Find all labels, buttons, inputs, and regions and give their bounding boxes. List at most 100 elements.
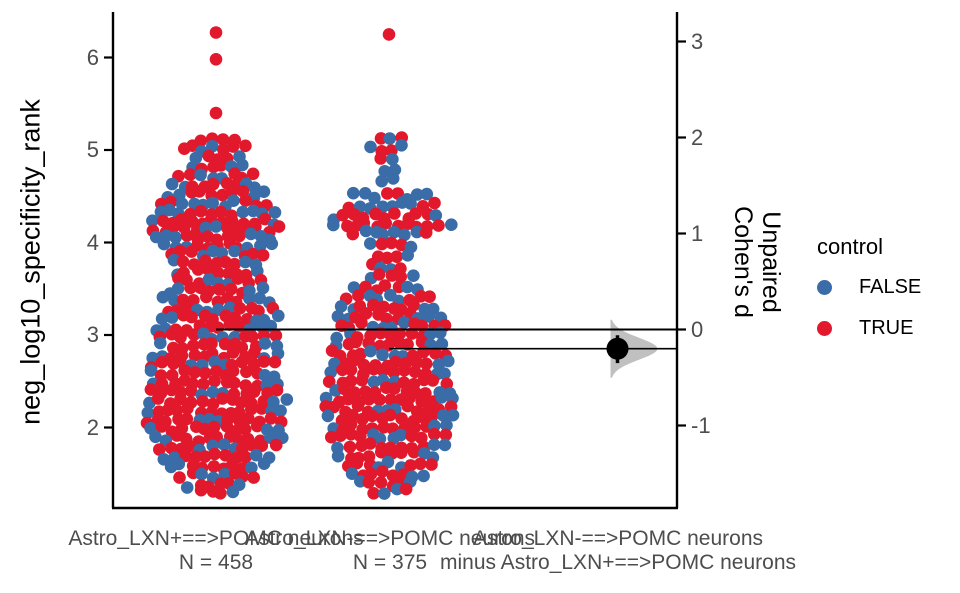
swarm-point <box>346 227 360 241</box>
swarm-point <box>188 349 202 362</box>
swarm-point <box>373 393 386 407</box>
swarm-point <box>228 257 241 271</box>
swarm-point <box>245 438 258 452</box>
swarm-point <box>191 263 205 276</box>
swarm-point <box>356 412 369 426</box>
swarm-point <box>382 28 396 41</box>
legend-item-false: FALSE <box>817 276 921 299</box>
swarm-point <box>424 327 437 341</box>
swarm-point <box>213 283 226 296</box>
swarm-group-2 <box>319 28 460 500</box>
swarm-point <box>165 311 179 324</box>
swarm-point <box>232 229 246 243</box>
effect-tick-label-3: 3 <box>691 28 704 54</box>
swarm-point <box>434 326 447 340</box>
swarm-point <box>385 236 398 250</box>
swarm-point <box>384 393 398 406</box>
swarm-point <box>235 355 249 369</box>
swarm-point <box>195 467 208 481</box>
swarm-point <box>268 355 282 369</box>
swarm-point <box>269 438 283 452</box>
swarm-point <box>390 482 404 496</box>
swarm-point <box>359 224 373 238</box>
swarm-point <box>246 167 260 181</box>
effect-axis-title-line1: Unpaired <box>757 211 785 313</box>
swarm-point <box>234 396 248 409</box>
swarm-point <box>244 227 258 241</box>
swarm-point <box>407 269 420 283</box>
swarm-point <box>280 393 294 406</box>
swarm-point <box>252 304 265 318</box>
swarm-point <box>144 383 158 396</box>
swarm-point <box>245 461 258 475</box>
swarm-point <box>209 365 223 378</box>
swarm-point <box>376 364 390 377</box>
swarm-point <box>381 187 394 200</box>
swarm-point <box>248 346 261 360</box>
y-tick-label-4: 4 <box>86 229 99 255</box>
swarm-point <box>227 194 240 207</box>
swarm-point <box>239 450 252 464</box>
swarm-point <box>245 330 259 344</box>
x-axis-label-group1: Astro_LXN+==>POMC neurons N = 458 <box>68 527 363 574</box>
swarm-point <box>398 364 411 377</box>
swarm-point <box>404 197 417 210</box>
swarm-point <box>216 392 229 405</box>
swarm-point <box>437 409 450 422</box>
swarm-point <box>257 185 271 198</box>
swarm-point <box>201 262 214 276</box>
y-axis-title: neg_log10_specificity_rank <box>15 99 46 425</box>
y-tick-label-2: 2 <box>86 414 99 440</box>
swarm-point <box>364 140 377 154</box>
swarm-point <box>380 251 394 265</box>
swarm-point <box>154 336 167 350</box>
swarm-point <box>376 348 389 362</box>
swarm-point <box>231 272 245 285</box>
swarm-point <box>208 374 221 388</box>
axes <box>104 12 686 510</box>
swarm-point <box>387 366 401 379</box>
swarm-point <box>246 247 260 261</box>
swarm-point <box>216 188 229 202</box>
swarm-point <box>225 185 239 198</box>
effect-tick-label-1: 1 <box>691 220 704 246</box>
swarm-point <box>226 364 240 378</box>
swarm-point <box>166 220 180 234</box>
swarm-point <box>157 237 171 251</box>
legend-false-label: FALSE <box>859 276 922 298</box>
swarm-point <box>257 355 271 368</box>
swarm-point <box>440 377 454 391</box>
swarm-point <box>389 355 402 369</box>
swarm-point <box>322 375 336 389</box>
swarm-point <box>206 385 220 399</box>
swarm-point <box>393 327 407 341</box>
swarm-point <box>188 366 201 379</box>
swarm-point <box>343 440 357 454</box>
legend-false-dot-icon <box>817 280 832 295</box>
swarm-point <box>355 373 369 387</box>
swarm-point <box>155 355 169 369</box>
swarm-point <box>173 471 186 484</box>
swarm-point <box>180 481 194 494</box>
swarm-point <box>374 476 388 489</box>
swarm-point <box>216 133 230 146</box>
swarm-point <box>362 476 376 489</box>
swarm-point <box>365 409 379 423</box>
swarm-point <box>394 270 408 284</box>
swarm-point <box>183 440 196 453</box>
swarm-point <box>155 420 168 433</box>
swarm-point <box>368 191 381 205</box>
swarm-point <box>151 392 165 405</box>
swarm-point <box>440 419 453 432</box>
swarm-point <box>446 408 460 422</box>
comparison-name-line2: minus Astro_LXN+==>POMC neurons <box>439 550 797 574</box>
swarm-point <box>194 483 208 497</box>
swarm-point <box>161 403 175 417</box>
legend-item-true: TRUE <box>817 317 921 340</box>
swarm-point <box>214 487 227 500</box>
swarm-point <box>172 457 186 471</box>
swarm-point <box>149 430 162 444</box>
swarm-point <box>426 374 440 387</box>
swarm-point <box>410 225 424 239</box>
